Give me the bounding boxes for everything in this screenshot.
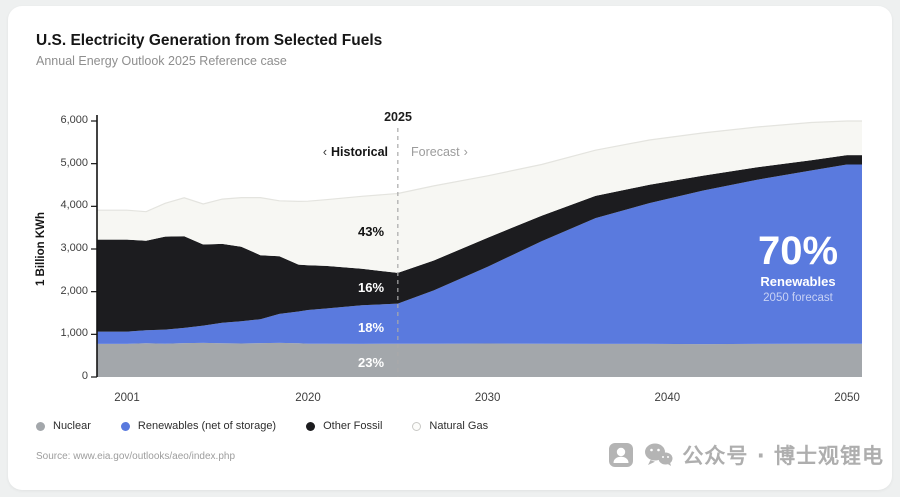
y-tick-label: 2,000 (60, 284, 88, 297)
chevron-right-icon: › (463, 145, 468, 159)
y-tick-label: 3,000 (60, 242, 88, 254)
band-label-nuclear: 23% (357, 355, 385, 370)
legend-item-other-fossil: Other Fossil (306, 420, 382, 432)
y-tick-label: 0 (81, 370, 88, 382)
legend: Nuclear Renewables (net of storage) Other … (36, 420, 488, 432)
forecast-label: Forecast › (411, 145, 468, 159)
y-tick-label: 5,000 (60, 156, 88, 169)
divider-year-label: 2025 (384, 110, 412, 124)
area-natural-gas (97, 121, 862, 273)
historical-label-text: Historical (331, 145, 388, 159)
x-tick-label: 2050 (834, 392, 860, 404)
chevron-left-icon: ‹ (322, 145, 328, 159)
x-tick-label: 2001 (114, 392, 140, 404)
renewables-callout: 70% Renewables 2050 forecast (717, 230, 879, 304)
x-tick-label: 2030 (474, 392, 501, 404)
legend-item-label: Renewables (net of storage) (137, 420, 277, 432)
callout-value: 70% (757, 229, 839, 273)
y-tick-label: 1,000 (60, 327, 88, 340)
x-tick-label: 2020 (295, 392, 321, 404)
page-title: U.S. Electricity Generation from Selecte… (36, 32, 383, 49)
forecast-label-text: Forecast (411, 145, 460, 159)
area-nuclear (97, 342, 862, 377)
legend-item-natural-gas: Natural Gas (412, 420, 488, 432)
area-other-fossil (97, 155, 862, 332)
callout-series-label: Renewables (760, 274, 836, 289)
y-tick-label: 4,000 (60, 199, 88, 212)
chart-subtitle: Annual Energy Outlook 2025 Reference cas… (36, 54, 287, 68)
legend-item-nuclear: Nuclear (36, 420, 91, 432)
legend-item-label: Natural Gas (429, 420, 489, 432)
total-generation-line (97, 120, 862, 213)
watermark-text: 公众号 · 博士观锂电 (682, 444, 884, 468)
band-label-natural-gas: 43% (357, 224, 385, 239)
band-label-other-fossil: 16% (357, 280, 385, 295)
x-tick-label: 2040 (654, 392, 681, 404)
nuclear-swatch-icon (36, 421, 45, 431)
legend-item-label: Other Fossil (323, 420, 383, 432)
official-account-icon (608, 442, 634, 468)
source-note: Source: www.eia.gov/outlooks/aeo/index.p… (36, 451, 236, 462)
legend-item-label: Nuclear (53, 420, 91, 432)
legend-item-renewables-net-of-storage: Renewables (net of storage) (120, 420, 277, 432)
callout-note: 2050 forecast (763, 292, 833, 304)
natural-gas-swatch-icon (412, 421, 422, 431)
area-renewables-net-of-storage (97, 164, 862, 345)
historical-label: ‹ Historical (238, 145, 388, 159)
wechat-icon (643, 442, 673, 468)
other-fossil-swatch-icon (306, 421, 316, 431)
renewables-net-of-storage-swatch-icon (120, 421, 130, 431)
band-label-renewables: 18% (357, 320, 385, 335)
watermark: 公众号 · 博士观锂电 (608, 440, 884, 470)
y-tick-label: 6,000 (60, 114, 88, 126)
